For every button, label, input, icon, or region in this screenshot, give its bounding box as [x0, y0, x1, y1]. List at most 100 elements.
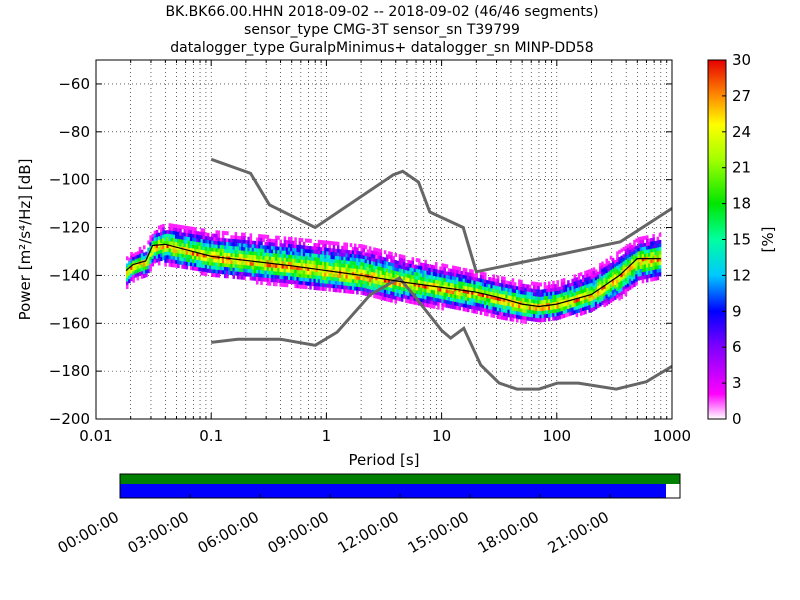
- psd-cell: [439, 288, 442, 293]
- psd-cell: [236, 253, 240, 258]
- psd-cell: [345, 278, 349, 283]
- psd-cell: [206, 268, 210, 273]
- psd-cell: [147, 265, 150, 270]
- psd-cell: [605, 294, 609, 299]
- psd-cell: [571, 282, 574, 287]
- psd-cell: [428, 289, 432, 294]
- psd-cell: [298, 277, 302, 282]
- psd-cell: [588, 272, 591, 277]
- psd-cell: [443, 271, 447, 275]
- psd-cell: [424, 277, 427, 282]
- psd-cell: [371, 282, 374, 287]
- psd-cell: [371, 250, 374, 255]
- psd-cell: [245, 243, 248, 248]
- psd-cell: [588, 276, 591, 281]
- psd-cell: [285, 279, 289, 284]
- psd-cell: [547, 299, 551, 304]
- psd-cell: [554, 305, 557, 310]
- psd-cell: [439, 291, 442, 296]
- psd-cell: [484, 311, 487, 316]
- psd-cell: [221, 266, 225, 271]
- psd-cell: [260, 234, 263, 239]
- psd-cell: [183, 243, 187, 248]
- psd-cell: [221, 252, 225, 257]
- psd-cell: [388, 276, 391, 281]
- psd-cell: [494, 296, 498, 301]
- psd-cell: [238, 246, 242, 251]
- psd-cell: [268, 245, 272, 250]
- psd-cell: [319, 247, 323, 252]
- psd-cell: [270, 253, 274, 258]
- psd-cell: [430, 289, 434, 294]
- psd-cell: [501, 304, 504, 309]
- psd-cell: [464, 275, 468, 280]
- psd-cell: [300, 270, 304, 275]
- psd-cell: [332, 288, 336, 293]
- psd-cell: [238, 250, 242, 255]
- psd-cell: [353, 268, 357, 273]
- psd-cell: [300, 263, 304, 268]
- psd-cell: [441, 277, 444, 282]
- psd-cell: [390, 259, 393, 264]
- psd-cell: [187, 258, 191, 263]
- psd-cell: [166, 248, 169, 253]
- psd-cell: [481, 300, 485, 305]
- psd-cell: [607, 264, 611, 269]
- psd-cell: [206, 250, 210, 255]
- psd-cell: [422, 284, 425, 289]
- psd-cell: [628, 271, 632, 276]
- psd-cell: [219, 270, 223, 275]
- psd-cell: [164, 233, 167, 238]
- psd-cell: [409, 299, 412, 304]
- psd-cell: [432, 297, 436, 302]
- psd-cell: [245, 254, 248, 259]
- psd-cell: [528, 309, 532, 314]
- psd-cell: [400, 258, 404, 263]
- psd-cell: [605, 258, 609, 263]
- psd-cell: [373, 251, 376, 256]
- psd-cell: [309, 260, 312, 265]
- psd-cell: [577, 294, 581, 299]
- psd-cell: [388, 262, 391, 267]
- psd-cell: [562, 296, 566, 301]
- psd-cell: [533, 299, 536, 304]
- psd-cell: [332, 273, 336, 278]
- psd-cell: [281, 261, 285, 266]
- psd-cell: [202, 235, 206, 240]
- psd-cell: [322, 240, 325, 245]
- psd-cell: [409, 271, 412, 276]
- psd-cell: [277, 250, 280, 255]
- psd-cell: [639, 236, 643, 241]
- psd-cell: [415, 286, 419, 291]
- psd-cell: [454, 269, 457, 274]
- psd-cell: [251, 251, 255, 256]
- psd-cell: [253, 244, 257, 249]
- psd-cell: [192, 237, 195, 242]
- psd-cell: [633, 268, 636, 273]
- psd-cell: [631, 248, 634, 253]
- colorbar-tick-label: 18: [732, 195, 751, 213]
- psd-cell: [258, 270, 261, 274]
- psd-cell: [507, 288, 510, 293]
- psd-cell: [501, 283, 504, 288]
- psd-cell: [189, 255, 193, 260]
- psd-cell: [358, 254, 361, 259]
- psd-cell: [200, 256, 204, 261]
- psd-cell: [377, 252, 380, 257]
- psd-cell: [424, 295, 427, 300]
- psd-cell: [228, 238, 231, 243]
- psd-cell: [643, 235, 647, 240]
- psd-cell: [377, 248, 380, 253]
- psd-cell: [594, 298, 598, 303]
- psd-cell: [264, 245, 268, 250]
- psd-cell: [601, 297, 604, 302]
- psd-cell: [526, 291, 530, 296]
- psd-cell: [315, 257, 319, 262]
- psd-cell: [281, 243, 285, 248]
- psd-cell: [607, 285, 611, 290]
- psd-cell: [520, 315, 523, 320]
- psd-cell: [648, 245, 651, 250]
- psd-cell: [596, 271, 600, 276]
- psd-cell: [153, 237, 157, 242]
- psd-cell: [255, 259, 259, 264]
